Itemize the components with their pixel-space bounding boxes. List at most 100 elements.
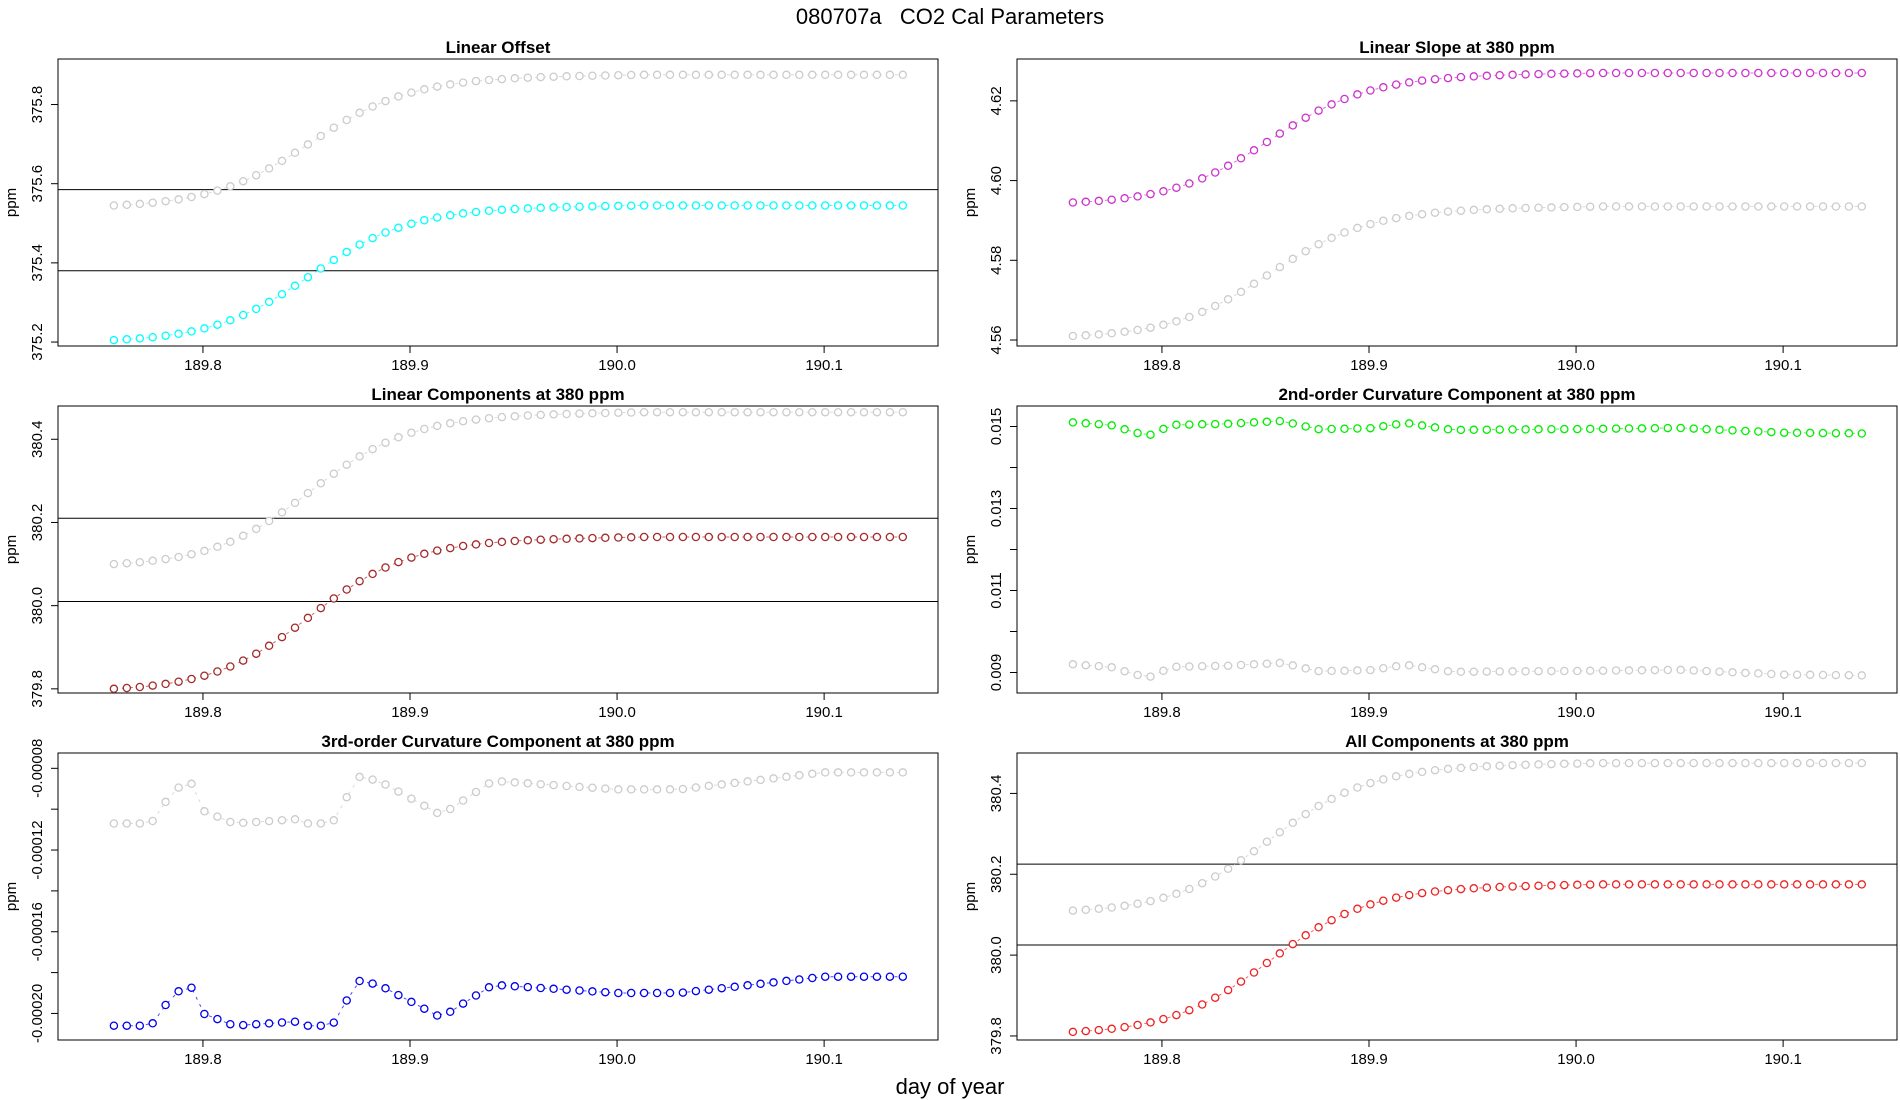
- data-point-current: [368, 979, 377, 988]
- data-point-reference: [704, 70, 714, 80]
- data-point-reference: [1456, 206, 1466, 215]
- data-point-reference: [626, 70, 636, 80]
- data-point-reference: [251, 817, 261, 827]
- data-point-current: [1223, 985, 1233, 995]
- data-point-reference: [381, 780, 390, 789]
- data-point-reference: [329, 469, 339, 478]
- data-point-current: [820, 532, 830, 542]
- data-point-current: [1301, 113, 1310, 122]
- data-point-current: [407, 553, 416, 562]
- data-point-current: [1754, 427, 1763, 436]
- data-point-current: [1353, 424, 1362, 433]
- data-point-reference: [1327, 666, 1336, 676]
- data-point-reference: [368, 775, 377, 784]
- data-point-reference: [1146, 896, 1155, 906]
- x-tick-label: 189.8: [1143, 704, 1181, 721]
- data-point-reference: [1611, 666, 1621, 675]
- data-point-current: [1288, 121, 1298, 130]
- data-point-current: [329, 255, 339, 265]
- data-point-reference: [1534, 203, 1543, 212]
- panel-5: 3rd-order Curvature Component at 380 ppm…: [3, 732, 939, 1068]
- data-point-current: [782, 532, 791, 542]
- data-point-reference: [458, 416, 468, 426]
- data-point-reference: [1197, 878, 1207, 888]
- data-point-reference: [1146, 672, 1155, 681]
- y-tick-label: -0.00016: [29, 902, 46, 961]
- data-point-current: [1249, 146, 1259, 155]
- data-point-current: [1469, 425, 1479, 435]
- data-point-reference: [471, 76, 481, 86]
- plot-frame: [1016, 58, 1898, 347]
- data-point-current: [846, 532, 856, 542]
- x-axis-label: day of year: [895, 1074, 1005, 1099]
- data-point-reference: [484, 779, 494, 788]
- data-point-reference: [1831, 758, 1841, 768]
- data-point-current: [1534, 881, 1543, 890]
- data-point-current: [1456, 72, 1466, 82]
- data-point-current: [329, 1018, 339, 1027]
- data-point-current: [885, 972, 895, 981]
- data-point-reference: [1598, 666, 1608, 675]
- data-point-reference: [536, 779, 545, 789]
- data-point-current: [1792, 428, 1802, 438]
- data-point-current: [1379, 83, 1388, 92]
- data-point-reference: [1637, 758, 1647, 768]
- data-point-current: [1702, 880, 1711, 889]
- data-point-reference: [562, 781, 571, 791]
- data-point-reference: [407, 428, 416, 438]
- data-point-reference: [1676, 202, 1685, 211]
- data-point-reference: [704, 781, 714, 791]
- data-point-reference: [1805, 202, 1815, 211]
- data-point-current: [549, 534, 558, 544]
- data-point-current: [264, 297, 274, 307]
- data-point-reference: [1404, 661, 1414, 670]
- data-point-reference: [484, 413, 494, 423]
- data-point-reference: [898, 768, 908, 777]
- data-point-current: [213, 1014, 222, 1024]
- data-point-current: [174, 329, 183, 339]
- data-point-reference: [549, 72, 558, 81]
- data-point-current: [575, 202, 584, 211]
- data-point-reference: [601, 71, 610, 80]
- data-point-current: [1831, 880, 1841, 889]
- data-point-current: [445, 211, 455, 220]
- data-point-current: [1146, 430, 1155, 439]
- data-point-current: [1340, 909, 1349, 919]
- data-point-reference: [885, 768, 895, 777]
- y-tick-label: 375.8: [29, 86, 46, 124]
- data-point-reference: [174, 552, 183, 562]
- data-point-current: [1741, 880, 1750, 889]
- data-point-reference: [1366, 665, 1375, 675]
- data-point-current: [743, 201, 752, 210]
- data-point-current: [691, 201, 701, 210]
- data-point-reference: [652, 407, 662, 417]
- data-point-current: [536, 983, 545, 993]
- data-point-current: [1443, 425, 1453, 434]
- data-point-reference: [458, 78, 468, 87]
- data-point-current: [691, 986, 701, 996]
- data-point-current: [1792, 68, 1802, 78]
- panel-2: Linear Slope at 380 ppm ppm 189.8 189.9 190.…: [962, 38, 1898, 374]
- data-point-reference: [1521, 203, 1530, 213]
- data-point-reference: [1547, 759, 1556, 769]
- data-point-current: [536, 203, 545, 213]
- data-point-reference: [407, 794, 416, 803]
- data-point-current: [1495, 425, 1504, 434]
- y-tick-label: 380.4: [988, 775, 1005, 813]
- data-point-reference: [290, 815, 300, 824]
- x-tick-label: 189.8: [184, 357, 222, 374]
- data-point-reference: [833, 70, 843, 80]
- data-point-reference: [1288, 818, 1298, 828]
- data-point-reference: [575, 71, 584, 81]
- data-point-current: [665, 201, 675, 210]
- data-point-current: [1805, 880, 1815, 889]
- data-point-reference: [1728, 758, 1737, 768]
- data-point-reference: [174, 783, 183, 792]
- data-point-reference: [1379, 775, 1388, 784]
- data-point-reference: [704, 407, 714, 417]
- y-tick-label: -0.00012: [29, 820, 46, 879]
- data-point-reference: [420, 424, 429, 434]
- data-point-current: [1197, 174, 1207, 183]
- data-point-reference: [290, 148, 300, 158]
- data-point-current: [381, 228, 390, 237]
